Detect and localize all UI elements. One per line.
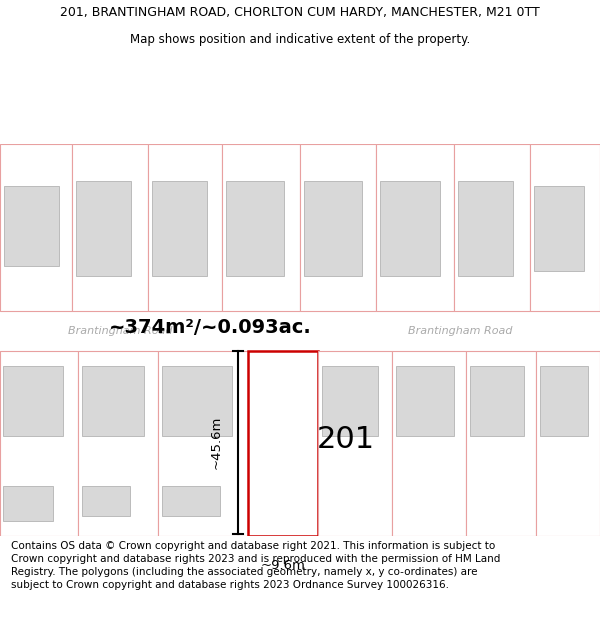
- Bar: [322, 366, 378, 436]
- Bar: [248, 351, 318, 536]
- Bar: [304, 181, 362, 276]
- Bar: [158, 351, 248, 536]
- Bar: [0, 351, 78, 536]
- Bar: [226, 181, 284, 276]
- Bar: [162, 366, 232, 436]
- Bar: [148, 144, 222, 311]
- Bar: [458, 181, 513, 276]
- Text: ~9.6m: ~9.6m: [260, 559, 305, 572]
- Bar: [82, 486, 130, 516]
- Bar: [78, 351, 158, 536]
- Text: Brantingham Road: Brantingham Road: [68, 326, 172, 336]
- Bar: [3, 486, 53, 521]
- Bar: [540, 366, 588, 436]
- Bar: [380, 181, 440, 276]
- Bar: [300, 144, 376, 311]
- Bar: [530, 144, 600, 311]
- Bar: [396, 366, 454, 436]
- Bar: [0, 144, 72, 311]
- Bar: [3, 366, 63, 436]
- Text: Contains OS data © Crown copyright and database right 2021. This information is : Contains OS data © Crown copyright and d…: [11, 541, 500, 590]
- Bar: [392, 351, 466, 536]
- Bar: [162, 486, 220, 516]
- Bar: [454, 144, 530, 311]
- Bar: [536, 351, 600, 536]
- Bar: [534, 186, 584, 271]
- Bar: [466, 351, 536, 536]
- Bar: [4, 186, 59, 266]
- Bar: [72, 144, 148, 311]
- Text: 201, BRANTINGHAM ROAD, CHORLTON CUM HARDY, MANCHESTER, M21 0TT: 201, BRANTINGHAM ROAD, CHORLTON CUM HARD…: [60, 6, 540, 19]
- Text: 201: 201: [317, 426, 375, 454]
- Text: ~374m²/~0.093ac.: ~374m²/~0.093ac.: [109, 319, 311, 338]
- Bar: [222, 144, 300, 311]
- Bar: [152, 181, 207, 276]
- Text: Brantingham Road: Brantingham Road: [408, 326, 512, 336]
- Bar: [318, 351, 392, 536]
- Text: Map shows position and indicative extent of the property.: Map shows position and indicative extent…: [130, 33, 470, 46]
- Text: ~45.6m: ~45.6m: [209, 416, 223, 469]
- Bar: [376, 144, 454, 311]
- Bar: [470, 366, 524, 436]
- Bar: [0, 311, 600, 351]
- Bar: [76, 181, 131, 276]
- Bar: [82, 366, 144, 436]
